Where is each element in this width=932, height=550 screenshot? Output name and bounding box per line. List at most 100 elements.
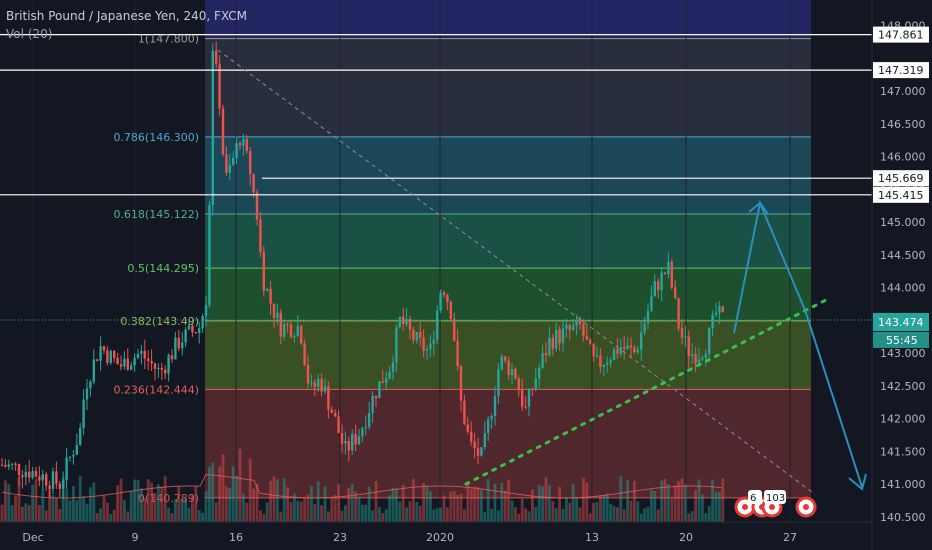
candle-body [602, 364, 605, 367]
candle-body [456, 340, 459, 367]
volume-bar [99, 508, 102, 522]
volume-bar [670, 497, 674, 522]
candle-body [58, 483, 61, 489]
price-tick: 144.000 [880, 282, 926, 295]
candle-body [507, 360, 510, 376]
candle-body [476, 448, 480, 456]
candle-body [126, 358, 129, 370]
candle-body [623, 347, 626, 349]
volume-bar [153, 492, 157, 522]
volume-bar [187, 507, 191, 522]
volume-bar [221, 454, 225, 522]
volume-bar [476, 487, 480, 522]
candle-body [41, 474, 44, 481]
candle-body [79, 427, 82, 445]
price-tick: 147.000 [880, 85, 926, 98]
volume-bar [697, 479, 701, 522]
candle-body [490, 415, 493, 420]
candle-body [317, 379, 320, 387]
candle-body [123, 358, 126, 367]
candle-body [320, 379, 323, 392]
volume-bar [320, 505, 323, 522]
price-scale-panel[interactable] [872, 0, 932, 550]
volume-bar [208, 466, 211, 522]
volume-bar [510, 500, 514, 522]
candle-body [48, 485, 51, 489]
volume-bar [262, 513, 266, 522]
rising-dotted-trendline[interactable] [464, 298, 828, 486]
volume-bar [480, 489, 483, 522]
volume-bar [214, 502, 218, 522]
volume-bar [592, 502, 595, 522]
candle-body [674, 287, 677, 298]
candle-body [255, 192, 259, 220]
volume-bar [537, 484, 541, 522]
candle-body [17, 464, 21, 476]
candle-body [449, 301, 452, 319]
volume-bar [191, 494, 194, 522]
candle-body [283, 324, 286, 337]
volume-bar [541, 486, 544, 522]
volume-bar [119, 478, 123, 522]
candle-body [531, 388, 534, 390]
candle-body [670, 262, 673, 288]
volume-bar [626, 480, 629, 522]
volume-bar [412, 478, 415, 522]
volume-bar [41, 489, 45, 522]
volume-bar [398, 501, 402, 522]
projection-path[interactable] [733, 199, 863, 488]
projection-arrow-down [848, 473, 867, 491]
volume-bar [449, 491, 453, 522]
volume-bar [507, 479, 510, 522]
candle-body [541, 353, 544, 368]
candle-body [147, 358, 150, 362]
volume-bar [299, 501, 303, 522]
volume-bar [639, 513, 643, 522]
candle-body [187, 325, 191, 330]
volume-bar [690, 511, 694, 522]
volume-bar [415, 502, 419, 522]
volume-bar [140, 488, 143, 522]
volume-bar [303, 498, 306, 522]
volume-bar [146, 479, 150, 522]
fib-label-0: 0(140.789) [138, 492, 199, 505]
diagonal-dashed-trendline[interactable] [217, 49, 813, 493]
fib-zone-4 [205, 320, 811, 390]
fibonacci-retracement[interactable] [205, 0, 811, 499]
horizontal-levels[interactable] [0, 34, 872, 196]
candle-body [412, 329, 415, 341]
candle-body [31, 471, 34, 478]
candle-body [21, 475, 24, 478]
candle-body [595, 355, 599, 357]
volume-indicator-label[interactable]: Vol (20) [6, 27, 53, 41]
volume-bar [72, 485, 75, 522]
volume-bar [677, 481, 680, 522]
volume-bar [180, 498, 184, 522]
volume-bar [473, 486, 476, 522]
volume-bar [163, 476, 167, 522]
volume-bar [344, 505, 347, 522]
volume-bar [622, 509, 626, 522]
candle-body [565, 325, 568, 329]
candle-body [194, 332, 197, 334]
level-tag-label: 147.861 [878, 29, 924, 42]
candle-body [140, 350, 143, 354]
candle-body [371, 395, 374, 413]
event-markers[interactable]: 6 103 [734, 490, 817, 518]
volume-bar [711, 479, 714, 522]
volume-bar [174, 499, 177, 522]
candle-body [711, 314, 714, 328]
event-marker-dot [769, 504, 775, 510]
candle-body [92, 359, 95, 382]
candle-body [534, 378, 537, 390]
candle-body [405, 319, 408, 325]
candle-body [432, 339, 435, 344]
volume-bars [0, 448, 725, 522]
candle-body [381, 381, 384, 383]
volume-bar [646, 506, 650, 522]
candle-body [11, 463, 14, 465]
volume-bar [524, 508, 527, 522]
candle-body [572, 325, 575, 330]
fib-label-0.786: 0.786(146.300) [113, 131, 199, 144]
